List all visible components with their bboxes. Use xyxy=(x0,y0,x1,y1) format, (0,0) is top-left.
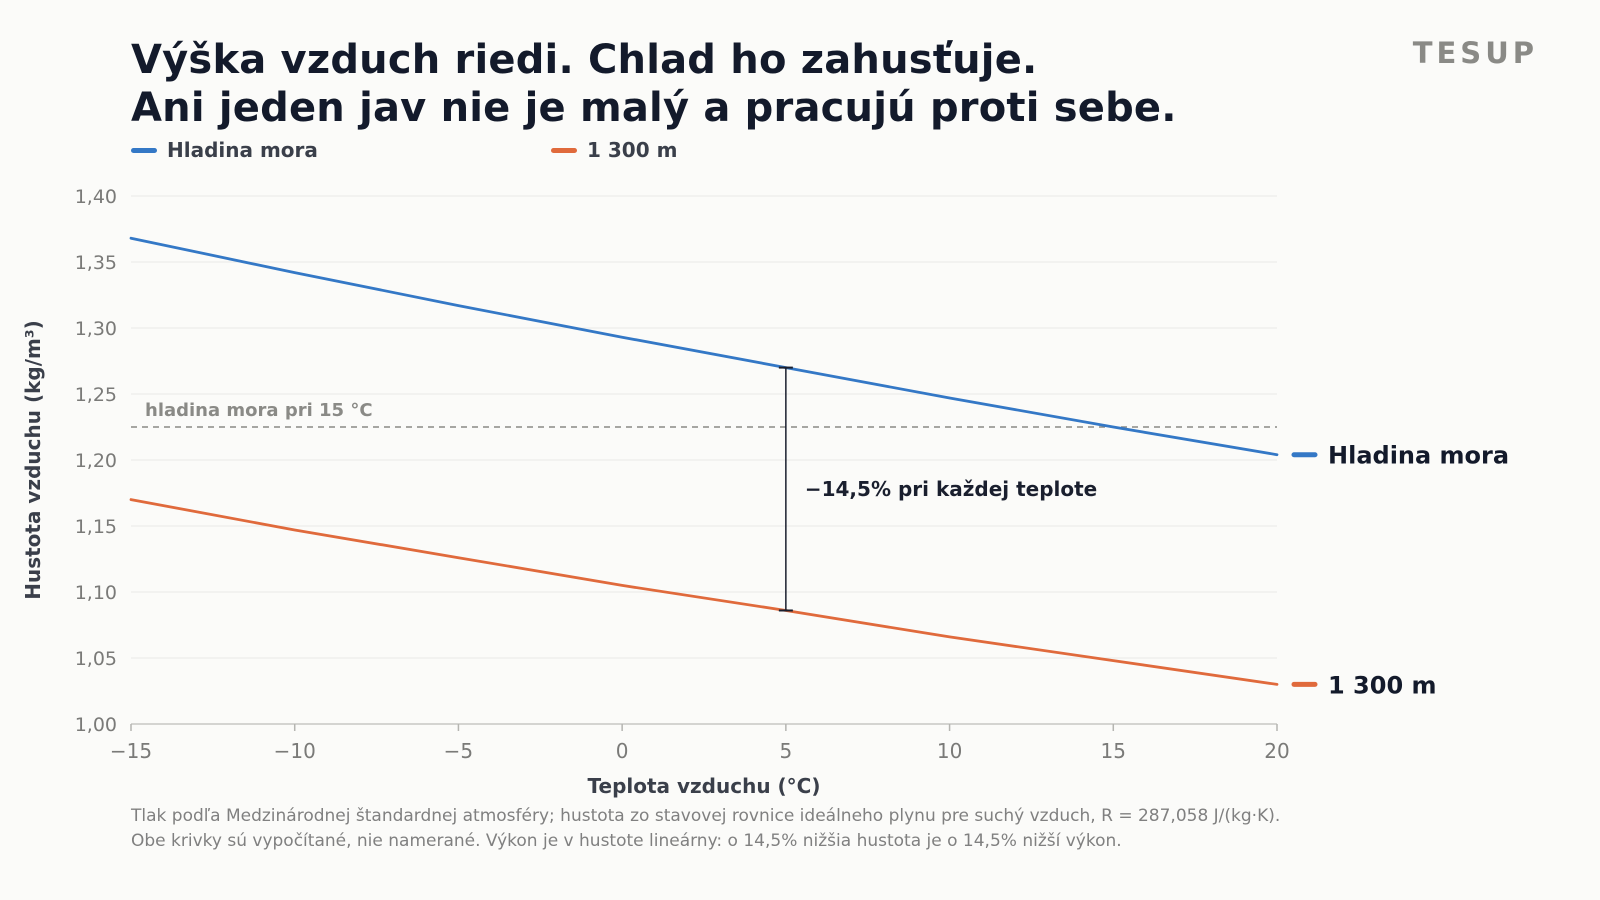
y-tick-label: 1,05 xyxy=(75,648,117,670)
y-tick-label: 1,40 xyxy=(75,186,117,208)
footnote-line-2: Obe krivky sú vypočítané, nie namerané. … xyxy=(131,831,1122,851)
annotation-group: −14,5% pri každej teplote xyxy=(778,366,1097,612)
x-tick-label: 15 xyxy=(1101,739,1126,763)
x-axis-title: Teplota vzduchu (°C) xyxy=(588,774,821,798)
footnote-line-1: Tlak podľa Medzinárodnej štandardnej atm… xyxy=(131,806,1281,826)
footnote: Tlak podľa Medzinárodnej štandardnej atm… xyxy=(131,804,1280,854)
legend-item-1300m: 1 300 m xyxy=(551,138,677,162)
y-tick-label: 1,30 xyxy=(75,318,117,340)
brand-logo: TESUP xyxy=(1412,36,1538,70)
x-tick-label: 5 xyxy=(779,739,792,763)
chart-title-line-2: Ani jeden jav nie je malý a pracujú prot… xyxy=(131,85,1177,131)
reference-line-group: hladina mora pri 15 °C xyxy=(131,400,1277,428)
annotation-label: −14,5% pri každej teplote xyxy=(805,477,1097,501)
legend-swatch-1300m xyxy=(551,147,577,153)
chart-legend: Hladina mora 1 300 m xyxy=(131,138,831,164)
end-labels: Hladina mora 1 300 m xyxy=(1291,442,1509,699)
end-label: Hladina mora xyxy=(1328,442,1509,470)
series-line-sea-level xyxy=(129,236,1279,457)
y-tick-label: 1,35 xyxy=(75,252,117,274)
x-tick-label: −5 xyxy=(444,739,473,763)
y-tick-label: 1,20 xyxy=(75,450,117,472)
y-axis-title: Hustota vzduchu (kg/m³) xyxy=(21,320,45,600)
y-tick-label: 1,10 xyxy=(75,582,117,604)
legend-swatch-sea-level xyxy=(131,147,157,153)
legend-label-1300m: 1 300 m xyxy=(587,138,678,162)
x-tick-label: 10 xyxy=(937,739,962,763)
end-label: 1 300 m xyxy=(1328,671,1437,699)
x-tick-label: −15 xyxy=(110,739,152,763)
legend-item-sea-level: Hladina mora xyxy=(131,138,318,162)
x-tick-label: −10 xyxy=(274,739,316,763)
chart-title-line-1: Výška vzduch riedi. Chlad ho zahusťuje. xyxy=(131,37,1038,83)
x-tick-label: 0 xyxy=(616,739,629,763)
chart-title: Výška vzduch riedi. Chlad ho zahusťuje. … xyxy=(131,36,1177,132)
x-tick-label: 20 xyxy=(1264,739,1289,763)
y-tick-label: 1,15 xyxy=(75,516,117,538)
legend-label-sea-level: Hladina mora xyxy=(167,138,318,162)
y-tick-label: 1,25 xyxy=(75,384,117,406)
reference-line-label: hladina mora pri 15 °C xyxy=(145,400,373,421)
y-tick-label: 1,00 xyxy=(75,714,117,736)
axes: 1,00 1,05 1,10 1,15 1,20 1,25 1,30 1,35 1,40 −15 −… xyxy=(21,186,1290,798)
series-lines xyxy=(129,236,1279,686)
series-line-1300m xyxy=(129,498,1279,686)
